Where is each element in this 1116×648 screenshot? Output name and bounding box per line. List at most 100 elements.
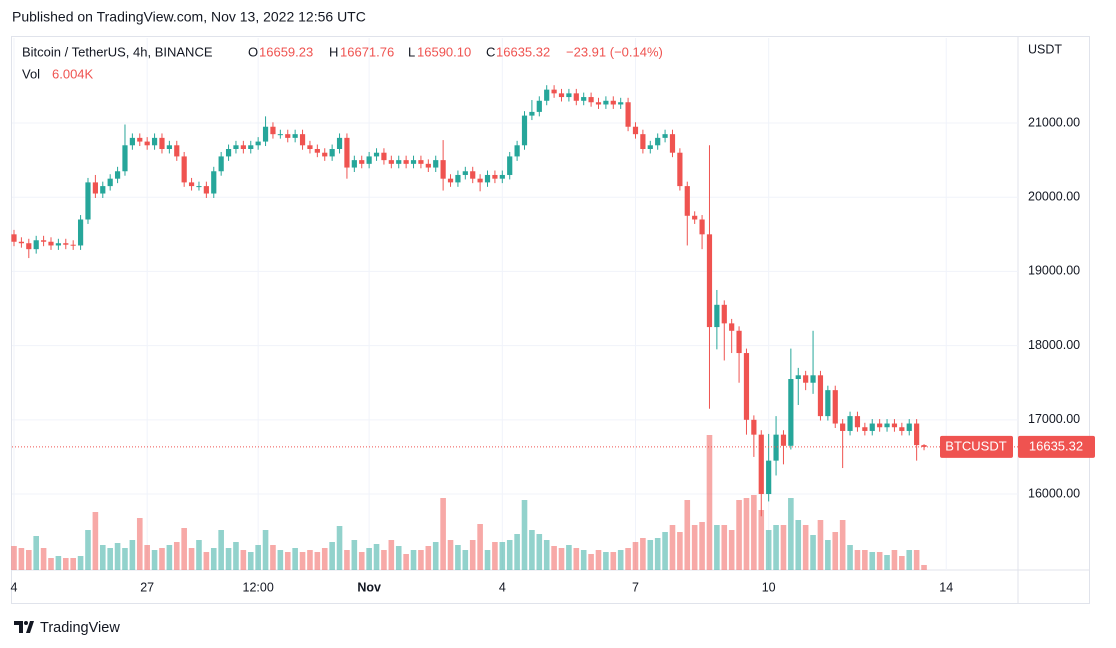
close-value: 16635.32 (496, 44, 550, 59)
candle-body (359, 160, 365, 164)
candle-body (410, 160, 417, 164)
volume-bar (677, 532, 683, 570)
candle-body (662, 134, 668, 138)
volume-bar (18, 548, 25, 570)
candle-body (292, 134, 298, 138)
volume-bar (255, 545, 261, 570)
candle-body (48, 241, 54, 246)
candle-body (603, 100, 609, 105)
candle-body (33, 240, 39, 250)
ticker-tag: BTCUSDT (945, 438, 1006, 453)
candle-body (721, 304, 727, 324)
candle-body (396, 160, 402, 164)
volume-bar (499, 542, 506, 570)
volume-bar (210, 548, 217, 570)
candle-body (218, 156, 224, 172)
volume-bar (603, 552, 609, 570)
candle-body (558, 93, 565, 98)
low-label: L (408, 44, 415, 59)
y-tick-label: 17000.00 (1028, 412, 1080, 426)
candle-body (92, 182, 98, 194)
volume-bar (329, 542, 335, 570)
volume-bar (122, 548, 128, 570)
volume-bar (403, 554, 409, 570)
volume-bar (492, 542, 498, 570)
brand: TradingView (40, 620, 120, 636)
volume-bar (536, 534, 543, 570)
volume-bar (736, 500, 742, 570)
volume-bar (136, 518, 143, 570)
volume-bar (669, 525, 676, 570)
volume-bar (521, 500, 528, 570)
candle-body (63, 243, 69, 245)
candle-body (706, 234, 713, 328)
candle-body (440, 160, 446, 179)
volume-bar (114, 543, 121, 570)
volume-bar (358, 552, 365, 570)
candle-body (314, 149, 320, 153)
volume-bar (11, 546, 17, 570)
volume-bar (647, 540, 654, 570)
volume-bar (373, 544, 380, 570)
candle-body (492, 174, 498, 179)
volume-bar (225, 548, 232, 570)
volume-bar (469, 540, 476, 570)
candle-body (618, 102, 624, 105)
volume-bar (899, 556, 905, 570)
candle-body (877, 423, 883, 428)
candle-body (529, 111, 535, 116)
candle-body (743, 353, 750, 420)
volume-bar (48, 558, 54, 570)
volume-bar (62, 558, 69, 570)
volume-bar (336, 526, 343, 570)
high-value: 16671.76 (340, 44, 394, 59)
candle-body (595, 102, 602, 105)
volume-bar (314, 552, 321, 570)
candle-body (188, 182, 195, 187)
candle-body (906, 423, 912, 431)
candle-body (840, 423, 846, 431)
candle-body (854, 416, 861, 428)
candle-body (151, 137, 158, 146)
y-tick-label: 20000.00 (1028, 190, 1080, 204)
published-line: Published on TradingView.com, Nov 13, 20… (12, 9, 366, 25)
volume-bar (151, 550, 158, 570)
candle-body (122, 145, 128, 172)
candle-body (114, 171, 121, 179)
candle-body (248, 145, 254, 150)
volume-bar (551, 546, 557, 570)
candle-body (810, 375, 816, 383)
x-tick-label: Nov (357, 580, 381, 594)
candle-body (336, 137, 343, 150)
candle-body (388, 160, 394, 164)
candle-body (625, 102, 631, 127)
volume-bar (107, 548, 113, 570)
volume-bar (699, 522, 705, 570)
candle-body (470, 171, 476, 179)
volume-bar (617, 550, 624, 570)
close-label: C (486, 44, 495, 59)
candle-body (499, 174, 505, 179)
volume-bar (25, 550, 32, 570)
candle-body (203, 186, 209, 194)
volume-bar (129, 540, 136, 570)
candle-body (462, 171, 468, 175)
candle-body (817, 375, 824, 417)
change: −23.91 (−0.14%) (566, 44, 663, 59)
volume-bar (366, 548, 372, 570)
volume-bar (891, 550, 898, 570)
volume-label: Vol (22, 66, 40, 81)
volume-bar (203, 552, 210, 570)
volume-bar (484, 550, 491, 570)
candle-body (166, 145, 172, 150)
candle-body (299, 134, 306, 146)
candle-body (699, 219, 705, 235)
volume-bar (780, 525, 787, 570)
high-label: H (329, 44, 338, 59)
candle-body (240, 145, 246, 150)
candle-body (18, 241, 24, 244)
candle-body (144, 141, 150, 146)
volume-bar (395, 546, 402, 570)
volume-bar (270, 545, 276, 570)
x-tick-label: 27 (140, 580, 154, 594)
